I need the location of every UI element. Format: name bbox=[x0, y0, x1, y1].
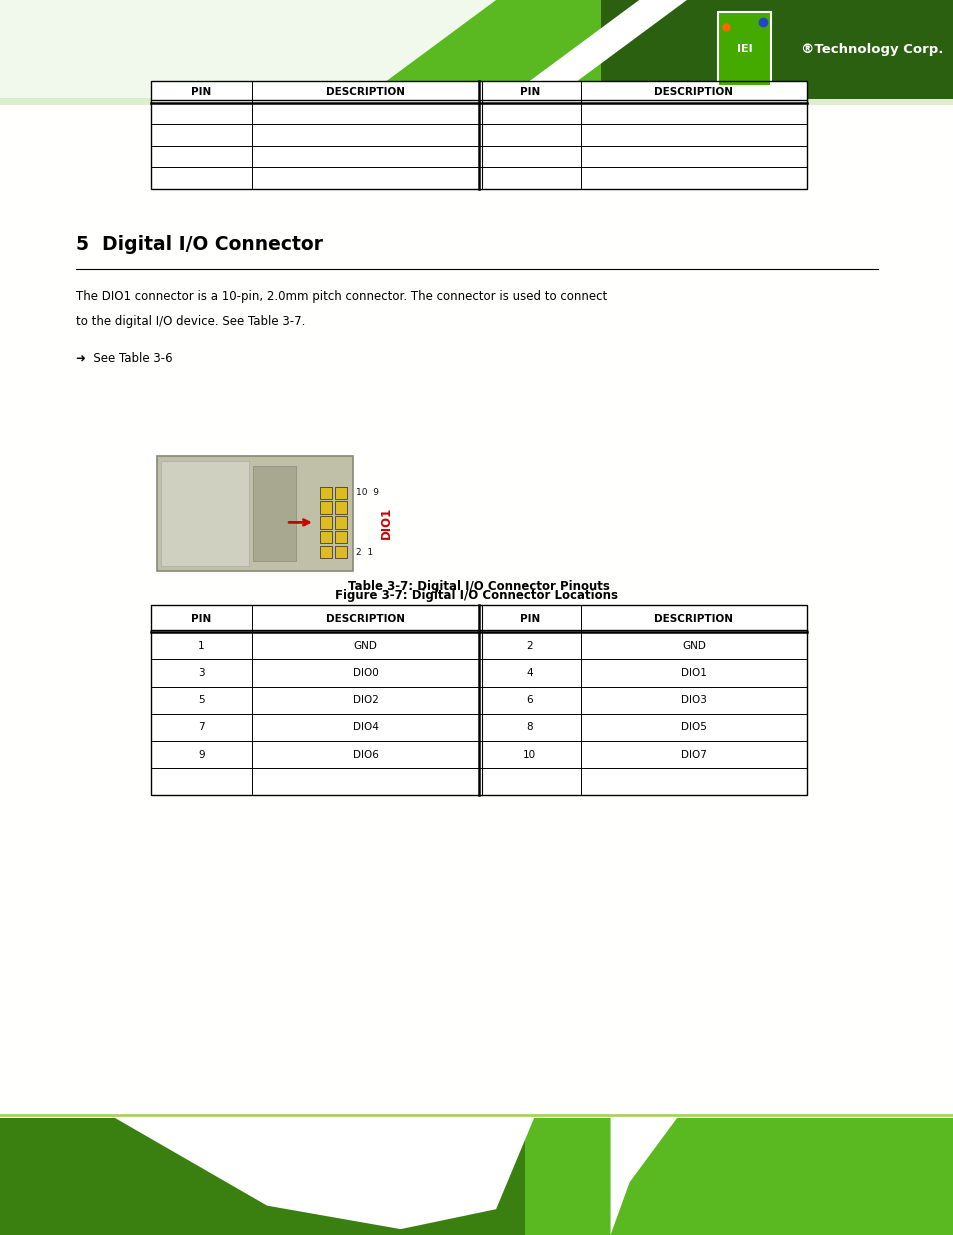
Text: DESCRIPTION: DESCRIPTION bbox=[326, 614, 405, 624]
Bar bbox=[319, 501, 332, 514]
Text: 2: 2 bbox=[526, 641, 533, 651]
Text: 9: 9 bbox=[198, 750, 205, 760]
Text: GND: GND bbox=[681, 641, 705, 651]
Bar bbox=[0, 0, 953, 99]
Bar bbox=[319, 531, 332, 543]
Text: 6: 6 bbox=[526, 695, 533, 705]
Text: DIO1: DIO1 bbox=[379, 506, 393, 538]
Text: ®Technology Corp.: ®Technology Corp. bbox=[801, 43, 943, 56]
Bar bbox=[0, 0, 600, 99]
Text: DIO1: DIO1 bbox=[680, 668, 706, 678]
Bar bbox=[600, 0, 953, 99]
Text: ➜  See Table 3-6: ➜ See Table 3-6 bbox=[76, 352, 172, 364]
Text: 2  1: 2 1 bbox=[355, 547, 373, 557]
Bar bbox=[335, 516, 347, 529]
Text: DIO0: DIO0 bbox=[353, 668, 378, 678]
Text: GND: GND bbox=[354, 641, 377, 651]
Bar bbox=[335, 487, 347, 499]
Text: 1: 1 bbox=[198, 641, 205, 651]
Bar bbox=[157, 456, 353, 571]
Text: 10  9: 10 9 bbox=[355, 488, 378, 498]
Text: DESCRIPTION: DESCRIPTION bbox=[654, 86, 733, 96]
Text: DESCRIPTION: DESCRIPTION bbox=[326, 86, 405, 96]
Bar bbox=[161, 461, 249, 566]
Text: 3: 3 bbox=[198, 668, 205, 678]
Text: DIO5: DIO5 bbox=[680, 722, 706, 732]
Text: to the digital I/O device. See Table 3-7.: to the digital I/O device. See Table 3-7… bbox=[76, 315, 305, 327]
Text: Table 3-7: Digital I/O Connector Pinouts: Table 3-7: Digital I/O Connector Pinouts bbox=[348, 579, 609, 593]
Bar bbox=[524, 1118, 953, 1235]
Text: PIN: PIN bbox=[192, 86, 212, 96]
Polygon shape bbox=[114, 1118, 534, 1229]
Polygon shape bbox=[505, 0, 686, 99]
Polygon shape bbox=[610, 1118, 677, 1235]
Polygon shape bbox=[0, 0, 496, 99]
Text: IEI: IEI bbox=[736, 44, 752, 54]
Text: DIO7: DIO7 bbox=[680, 750, 706, 760]
Text: PIN: PIN bbox=[519, 614, 539, 624]
Text: 5: 5 bbox=[198, 695, 205, 705]
Bar bbox=[151, 605, 806, 795]
Text: DIO6: DIO6 bbox=[353, 750, 378, 760]
Text: PIN: PIN bbox=[192, 614, 212, 624]
Bar bbox=[335, 546, 347, 558]
Text: 8: 8 bbox=[526, 722, 533, 732]
Bar bbox=[151, 82, 806, 189]
Bar bbox=[335, 531, 347, 543]
Text: 4: 4 bbox=[526, 668, 533, 678]
Bar bbox=[253, 466, 295, 561]
Text: 7: 7 bbox=[198, 722, 205, 732]
Text: PIN: PIN bbox=[519, 86, 539, 96]
Text: 10: 10 bbox=[522, 750, 536, 760]
Text: The DIO1 connector is a 10-pin, 2.0mm pitch connector. The connector is used to : The DIO1 connector is a 10-pin, 2.0mm pi… bbox=[76, 290, 607, 303]
Bar bbox=[0, 1118, 953, 1235]
Text: DIO2: DIO2 bbox=[353, 695, 378, 705]
Bar bbox=[718, 12, 770, 86]
Text: DIO4: DIO4 bbox=[353, 722, 378, 732]
Bar bbox=[151, 605, 806, 795]
Bar bbox=[319, 546, 332, 558]
Bar bbox=[335, 501, 347, 514]
Text: Figure 3-7: Digital I/O Connector Locations: Figure 3-7: Digital I/O Connector Locati… bbox=[335, 589, 618, 601]
Bar bbox=[151, 82, 806, 189]
Text: 5  Digital I/O Connector: 5 Digital I/O Connector bbox=[76, 235, 323, 254]
Text: DIO3: DIO3 bbox=[680, 695, 706, 705]
Text: DESCRIPTION: DESCRIPTION bbox=[654, 614, 733, 624]
Bar bbox=[319, 487, 332, 499]
Bar bbox=[319, 516, 332, 529]
Bar bbox=[0, 99, 953, 105]
